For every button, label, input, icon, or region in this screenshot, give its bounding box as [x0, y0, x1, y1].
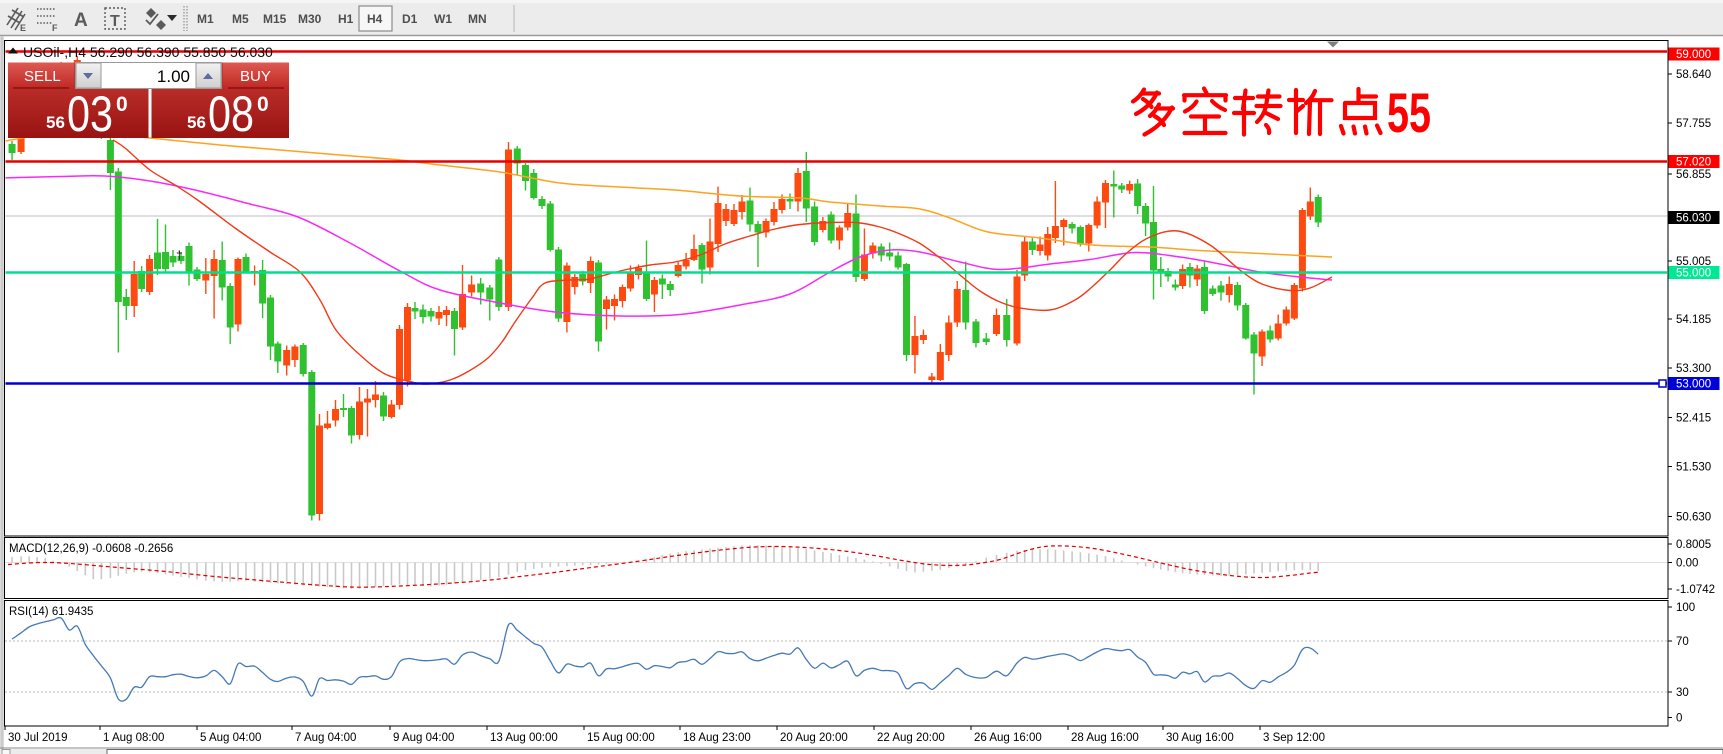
svg-text:54.185: 54.185	[1676, 314, 1711, 326]
svg-text:56: 56	[187, 113, 206, 132]
svg-text:W1: W1	[434, 12, 452, 26]
svg-text:50.630: 50.630	[1676, 512, 1711, 524]
svg-text:55.000: 55.000	[1676, 268, 1711, 280]
svg-text:5 Aug 04:00: 5 Aug 04:00	[200, 732, 261, 744]
svg-text:A: A	[74, 10, 88, 31]
svg-text:3 Sep 12:00: 3 Sep 12:00	[1263, 732, 1325, 744]
svg-text:26 Aug 16:00: 26 Aug 16:00	[974, 732, 1042, 744]
svg-text:18 Aug 23:00: 18 Aug 23:00	[683, 732, 751, 744]
svg-text:03: 03	[67, 86, 113, 142]
svg-text:30 Aug 16:00: 30 Aug 16:00	[1166, 732, 1234, 744]
svg-text:51.530: 51.530	[1676, 462, 1711, 474]
svg-text:100: 100	[1676, 602, 1695, 614]
svg-text:59.000: 59.000	[1676, 49, 1711, 61]
svg-text:13 Aug 00:00: 13 Aug 00:00	[490, 732, 558, 744]
svg-text:20 Aug 20:00: 20 Aug 20:00	[780, 732, 848, 744]
svg-text:F: F	[52, 23, 58, 33]
svg-text:-1.0742: -1.0742	[1676, 584, 1715, 596]
svg-text:28 Aug 16:00: 28 Aug 16:00	[1071, 732, 1139, 744]
svg-text:30: 30	[1676, 687, 1689, 699]
svg-text:M1: M1	[197, 12, 214, 26]
svg-text:E: E	[20, 23, 26, 33]
svg-text:1.00: 1.00	[157, 67, 190, 86]
svg-text:55.005: 55.005	[1676, 256, 1711, 268]
svg-text:MACD(12,26,9) -0.0608 -0.2656: MACD(12,26,9) -0.0608 -0.2656	[9, 543, 173, 555]
svg-text:M5: M5	[232, 12, 249, 26]
svg-text:RSI(14) 61.9435: RSI(14) 61.9435	[9, 606, 93, 618]
svg-text:52.415: 52.415	[1676, 413, 1711, 425]
svg-text:0: 0	[116, 93, 128, 116]
svg-text:M30: M30	[298, 12, 322, 26]
svg-text:57.020: 57.020	[1676, 157, 1711, 169]
svg-text:0: 0	[257, 93, 269, 116]
svg-text:7 Aug 04:00: 7 Aug 04:00	[295, 732, 356, 744]
svg-text:H1: H1	[338, 12, 354, 26]
svg-text:BUY: BUY	[240, 68, 271, 85]
svg-text:53.300: 53.300	[1676, 363, 1711, 375]
svg-text:58.640: 58.640	[1676, 69, 1711, 81]
svg-text:15 Aug 00:00: 15 Aug 00:00	[587, 732, 655, 744]
svg-text:53.000: 53.000	[1676, 379, 1711, 391]
svg-text:56.855: 56.855	[1676, 169, 1711, 181]
svg-text:1 Aug 08:00: 1 Aug 08:00	[103, 732, 164, 744]
svg-text:57.755: 57.755	[1676, 118, 1711, 130]
svg-text:08: 08	[208, 86, 254, 142]
svg-text:M15: M15	[263, 12, 287, 26]
svg-text:55: 55	[1387, 81, 1431, 144]
svg-text:0: 0	[1676, 713, 1682, 725]
svg-text:D1: D1	[402, 12, 418, 26]
svg-text:SELL: SELL	[24, 68, 61, 85]
svg-text:22 Aug 20:00: 22 Aug 20:00	[877, 732, 945, 744]
svg-text:56: 56	[46, 113, 65, 132]
svg-text:0.8005: 0.8005	[1676, 539, 1711, 551]
svg-text:USOil-,H4 56.290 56.390 55.85: USOil-,H4 56.290 56.390 55.850 56.030	[23, 44, 273, 60]
svg-text:30 Jul 2019: 30 Jul 2019	[8, 732, 67, 744]
svg-text:70: 70	[1676, 636, 1689, 648]
svg-text:56.030: 56.030	[1676, 213, 1711, 225]
svg-text:T: T	[110, 13, 120, 30]
svg-text:MN: MN	[468, 12, 487, 26]
svg-text:0.00: 0.00	[1676, 558, 1698, 570]
svg-text:H4: H4	[367, 12, 383, 26]
svg-text:9 Aug 04:00: 9 Aug 04:00	[393, 732, 454, 744]
svg-text:†: †	[176, 248, 183, 262]
